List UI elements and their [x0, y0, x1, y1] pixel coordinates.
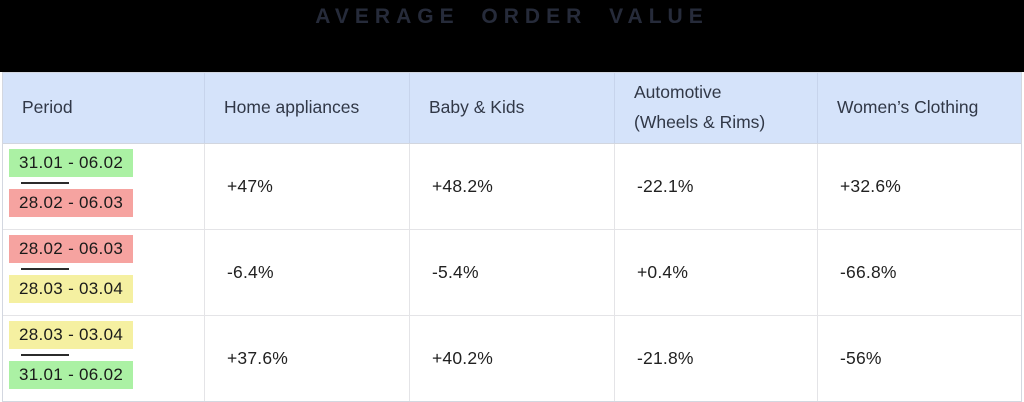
value-cell: +37.6%	[205, 316, 410, 401]
value-cell: -21.8%	[615, 316, 818, 401]
title-band: AVERAGE ORDER VALUE	[0, 0, 1024, 72]
period-cell: 28.02 - 06.03 28.03 - 03.04	[3, 230, 205, 315]
header-cell-womens-clothing: Women’s Clothing	[837, 97, 979, 118]
period-to-label: 31.01 - 06.02	[9, 361, 134, 389]
header-cell-period: Period	[3, 73, 205, 143]
table-row: 28.03 - 03.04 31.01 - 06.02 +37.6% +40.2…	[3, 316, 1021, 401]
value-cell: +47%	[205, 144, 410, 229]
period-to-label: 28.03 - 03.04	[9, 275, 134, 303]
table-row: 28.02 - 06.03 28.03 - 03.04 -6.4% -5.4% …	[3, 230, 1021, 316]
period-divider	[21, 268, 69, 270]
period-cell: 28.03 - 03.04 31.01 - 06.02	[3, 316, 205, 401]
header-cell-baby-kids: Baby & Kids	[410, 73, 615, 143]
value-cell: +0.4%	[615, 230, 818, 315]
period-from-label: 28.02 - 06.03	[9, 235, 134, 263]
period-cell: 31.01 - 06.02 28.02 - 06.03	[3, 144, 205, 229]
header-cell-automotive: Automotive (Wheels & Rims)	[615, 73, 818, 143]
period-from-label: 31.01 - 06.02	[9, 149, 134, 177]
header-row: Period Home appliances Baby & Kids Autom…	[3, 73, 1021, 144]
value-cell: +32.6%	[840, 176, 902, 196]
period-divider	[21, 182, 69, 184]
page-title: AVERAGE ORDER VALUE	[315, 5, 709, 28]
header-cell-home-appliances: Home appliances	[205, 73, 410, 143]
value-cell: -56%	[840, 348, 882, 368]
period-divider	[21, 354, 69, 356]
table-row: 31.01 - 06.02 28.02 - 06.03 +47% +48.2% …	[3, 144, 1021, 230]
value-cell: -5.4%	[410, 230, 615, 315]
value-cell: -6.4%	[205, 230, 410, 315]
value-cell: +48.2%	[410, 144, 615, 229]
value-cell: -66.8%	[840, 262, 897, 282]
comparison-table: Period Home appliances Baby & Kids Autom…	[2, 72, 1022, 402]
value-cell: -22.1%	[615, 144, 818, 229]
period-from-label: 28.03 - 03.04	[9, 321, 134, 349]
value-cell: +40.2%	[410, 316, 615, 401]
period-to-label: 28.02 - 06.03	[9, 189, 134, 217]
